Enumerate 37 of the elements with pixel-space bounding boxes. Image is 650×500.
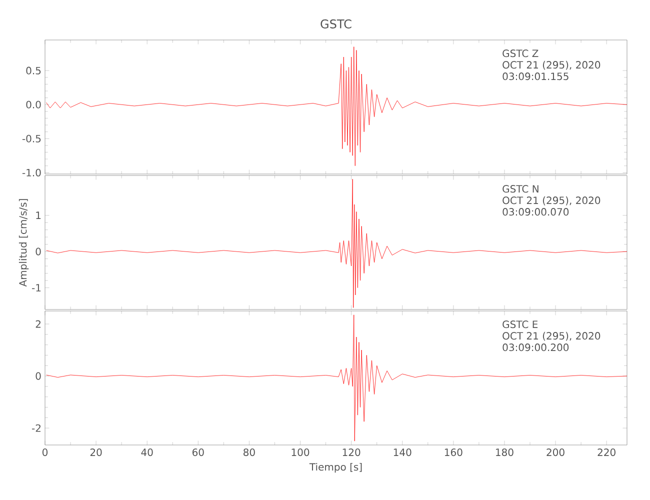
y-tick-label: -2 <box>32 424 40 432</box>
x-axis-title: Tiempo [s] <box>309 462 362 473</box>
x-tick-label: 220 <box>598 448 616 456</box>
line-series <box>46 178 628 308</box>
line-series <box>46 46 628 166</box>
annotation: 03:09:00.070 <box>502 208 569 216</box>
y-tick-label: 0.5 <box>26 66 41 74</box>
x-tick-label: 80 <box>244 448 255 456</box>
annotation: GSTC E <box>502 320 538 328</box>
x-tick-label: 160 <box>444 448 462 456</box>
annotation: 03:09:00.200 <box>502 344 569 352</box>
x-tick-label: 40 <box>141 448 153 456</box>
y-tick-label: 0 <box>36 372 41 380</box>
x-tick-label: 120 <box>342 448 360 456</box>
x-tick-label: 60 <box>192 448 204 456</box>
annotation: GSTC N <box>502 185 538 193</box>
annotation: GSTC Z <box>502 50 538 58</box>
x-tick-label: 100 <box>292 448 310 456</box>
y-tick-label: -1 <box>32 284 41 292</box>
y-tick-label: 2 <box>36 320 40 328</box>
line-series <box>46 314 628 442</box>
x-tick-label: 140 <box>394 448 412 456</box>
annotation: OCT 21 (295), 2020 <box>502 196 600 206</box>
x-tick-label: 180 <box>496 448 514 456</box>
annotation: OCT 21 (295), 2020 <box>502 332 600 341</box>
y-tick-label: 0.0 <box>26 100 41 108</box>
x-tick-label: 200 <box>546 448 564 456</box>
chart-title: GSTC <box>320 19 352 28</box>
annotation: OCT 21 (295), 2020 <box>502 60 600 70</box>
x-tick-label: 0 <box>42 448 48 456</box>
y-tick-label: -1.0 <box>22 168 41 176</box>
annotation: 03:09:01.155 <box>502 72 568 80</box>
x-tick-label: 20 <box>90 448 102 456</box>
y-axis-title: Amplitud [cm/s/s] <box>18 199 29 287</box>
y-tick-label: -0.5 <box>22 134 41 142</box>
y-tick-label: 0 <box>36 248 41 256</box>
y-tick-label: 1 <box>36 212 41 219</box>
